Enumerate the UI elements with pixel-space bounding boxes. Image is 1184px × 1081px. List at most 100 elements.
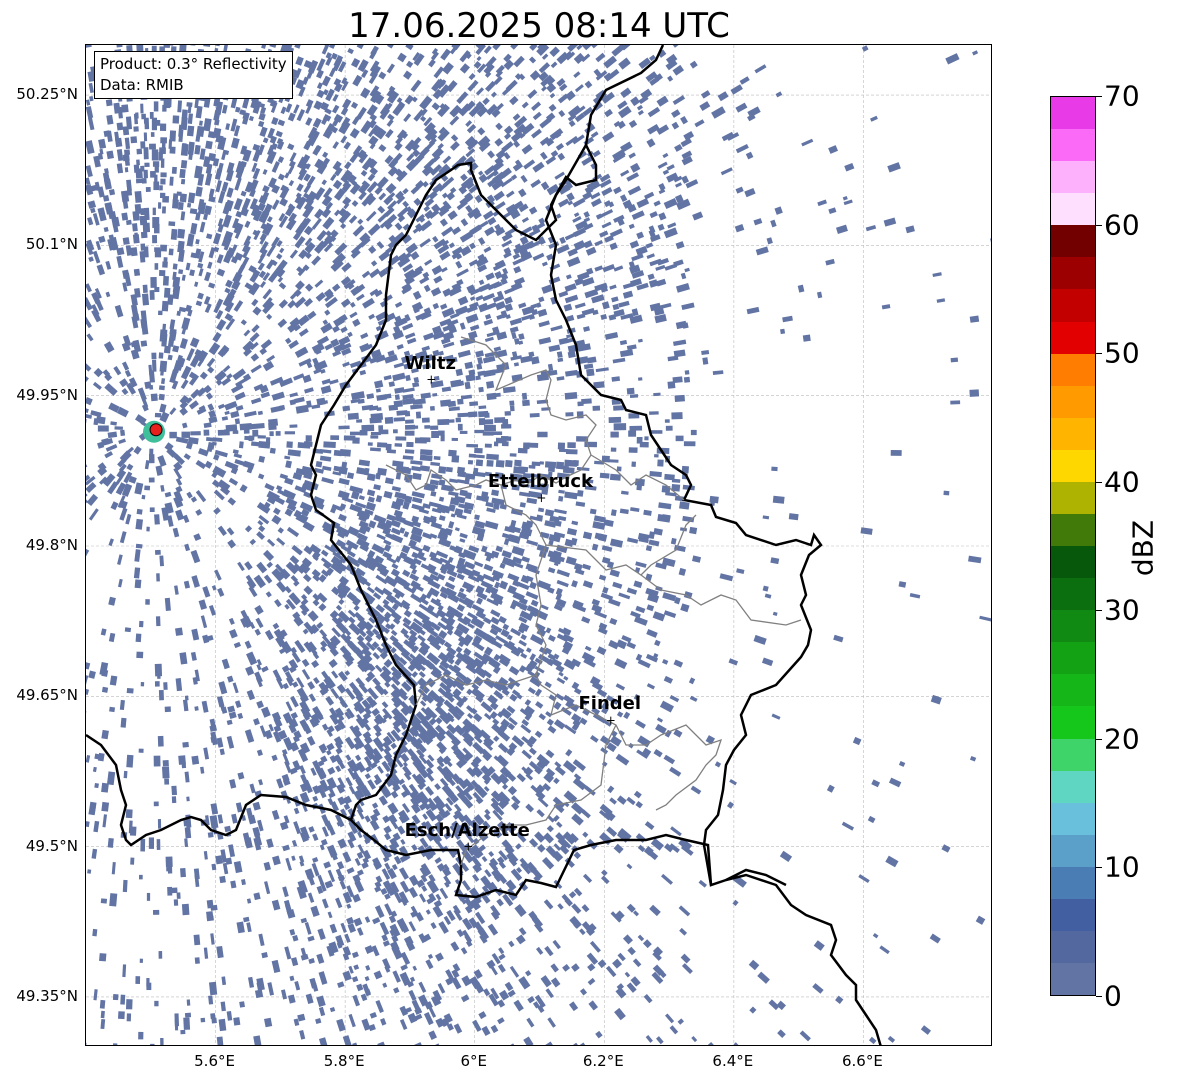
echo-cell <box>510 209 521 220</box>
echo-cell <box>215 855 223 865</box>
echo-cell <box>315 1018 322 1025</box>
echo-cell <box>256 663 262 671</box>
longitude-tick-label: 6°E <box>460 1052 487 1070</box>
echo-cell <box>391 669 402 681</box>
echo-cell <box>620 194 628 203</box>
echo-cell <box>509 405 515 412</box>
echo-cell <box>495 70 503 78</box>
echo-cell <box>469 401 479 407</box>
echo-cell <box>362 297 375 309</box>
echo-cell <box>92 212 100 226</box>
echo-cell <box>381 934 389 942</box>
echo-cell <box>613 309 625 318</box>
echo-cell <box>179 400 189 410</box>
echo-cell <box>217 525 227 537</box>
echo-cell <box>684 267 690 273</box>
echo-cell <box>169 130 177 142</box>
echo-cell <box>630 507 640 513</box>
echo-cell <box>538 320 550 328</box>
echo-cell <box>475 87 485 96</box>
echo-cell <box>279 404 286 411</box>
echo-cell <box>376 176 389 189</box>
echo-cell <box>609 473 621 481</box>
echo-cell <box>402 263 414 273</box>
echo-cell <box>365 641 376 652</box>
echo-cell <box>491 179 505 191</box>
echo-cell <box>411 465 421 472</box>
echo-cell <box>556 51 570 65</box>
echo-cell <box>87 216 94 226</box>
echo-cell <box>320 557 333 567</box>
echo-cell <box>131 315 139 329</box>
echo-cell <box>544 945 554 957</box>
echo-cell <box>148 837 155 849</box>
echo-cell <box>565 412 574 417</box>
echo-cell <box>87 117 95 131</box>
echo-cell <box>190 45 197 46</box>
echo-cell <box>205 392 214 400</box>
echo-cell <box>106 114 114 125</box>
echo-cell <box>331 126 339 134</box>
echo-cell <box>432 905 444 918</box>
echo-cell <box>582 531 593 540</box>
echo-cell <box>194 248 202 259</box>
echo-cell <box>871 779 881 788</box>
echo-cell <box>484 412 490 418</box>
echo-cell <box>383 220 393 230</box>
echo-cell <box>249 538 257 546</box>
echo-cell <box>164 597 171 611</box>
echo-cell <box>159 185 163 191</box>
echo-cell <box>536 809 545 818</box>
echo-cell <box>332 325 341 333</box>
echo-cell <box>500 272 509 281</box>
city-marker: + <box>606 713 616 727</box>
echo-cell <box>583 211 590 218</box>
colorbar-segment <box>1051 770 1095 803</box>
echo-cell <box>316 335 330 346</box>
echo-cell <box>164 491 172 498</box>
echo-cell <box>416 749 425 759</box>
echo-cell <box>182 741 189 748</box>
colorbar-tick-mark <box>1096 996 1102 997</box>
echo-cell <box>661 485 671 493</box>
echo-cell <box>232 368 247 381</box>
colorbar-tick-label: 10 <box>1104 850 1140 884</box>
echo-cell <box>674 394 685 403</box>
echo-cell <box>576 436 589 442</box>
echo-cell <box>564 491 578 500</box>
echo-cell <box>247 976 255 988</box>
echo-cell <box>600 209 614 218</box>
echo-cell <box>215 180 222 193</box>
echo-cell <box>480 580 494 590</box>
echo-cell <box>281 989 287 1000</box>
echo-cell <box>387 802 399 815</box>
echo-cell <box>543 899 554 910</box>
echo-cell <box>438 515 446 522</box>
echo-cell <box>410 141 420 152</box>
echo-cell <box>324 107 332 115</box>
colorbar-segment <box>1051 417 1095 450</box>
echo-cell <box>419 216 426 223</box>
echo-cell <box>503 538 510 546</box>
echo-cell <box>457 295 469 306</box>
echo-cell <box>268 422 277 431</box>
echo-cell <box>833 634 844 643</box>
echo-cell <box>228 844 236 858</box>
echo-cell <box>86 482 97 493</box>
echo-cell <box>571 681 580 690</box>
echo-cell <box>636 484 643 491</box>
echo-cell <box>221 149 227 161</box>
echo-cell <box>573 52 585 64</box>
echo-cell <box>377 442 388 448</box>
city-marker: + <box>536 491 546 505</box>
echo-cell <box>425 591 433 600</box>
echo-cell <box>413 617 423 627</box>
echo-cell <box>213 301 222 314</box>
echo-cell <box>108 632 116 643</box>
echo-cell <box>504 303 514 312</box>
echo-cell <box>609 284 617 290</box>
echo-cell <box>228 477 239 486</box>
echo-cell <box>86 499 88 506</box>
echo-cell <box>126 382 137 395</box>
echo-cell <box>536 753 550 767</box>
